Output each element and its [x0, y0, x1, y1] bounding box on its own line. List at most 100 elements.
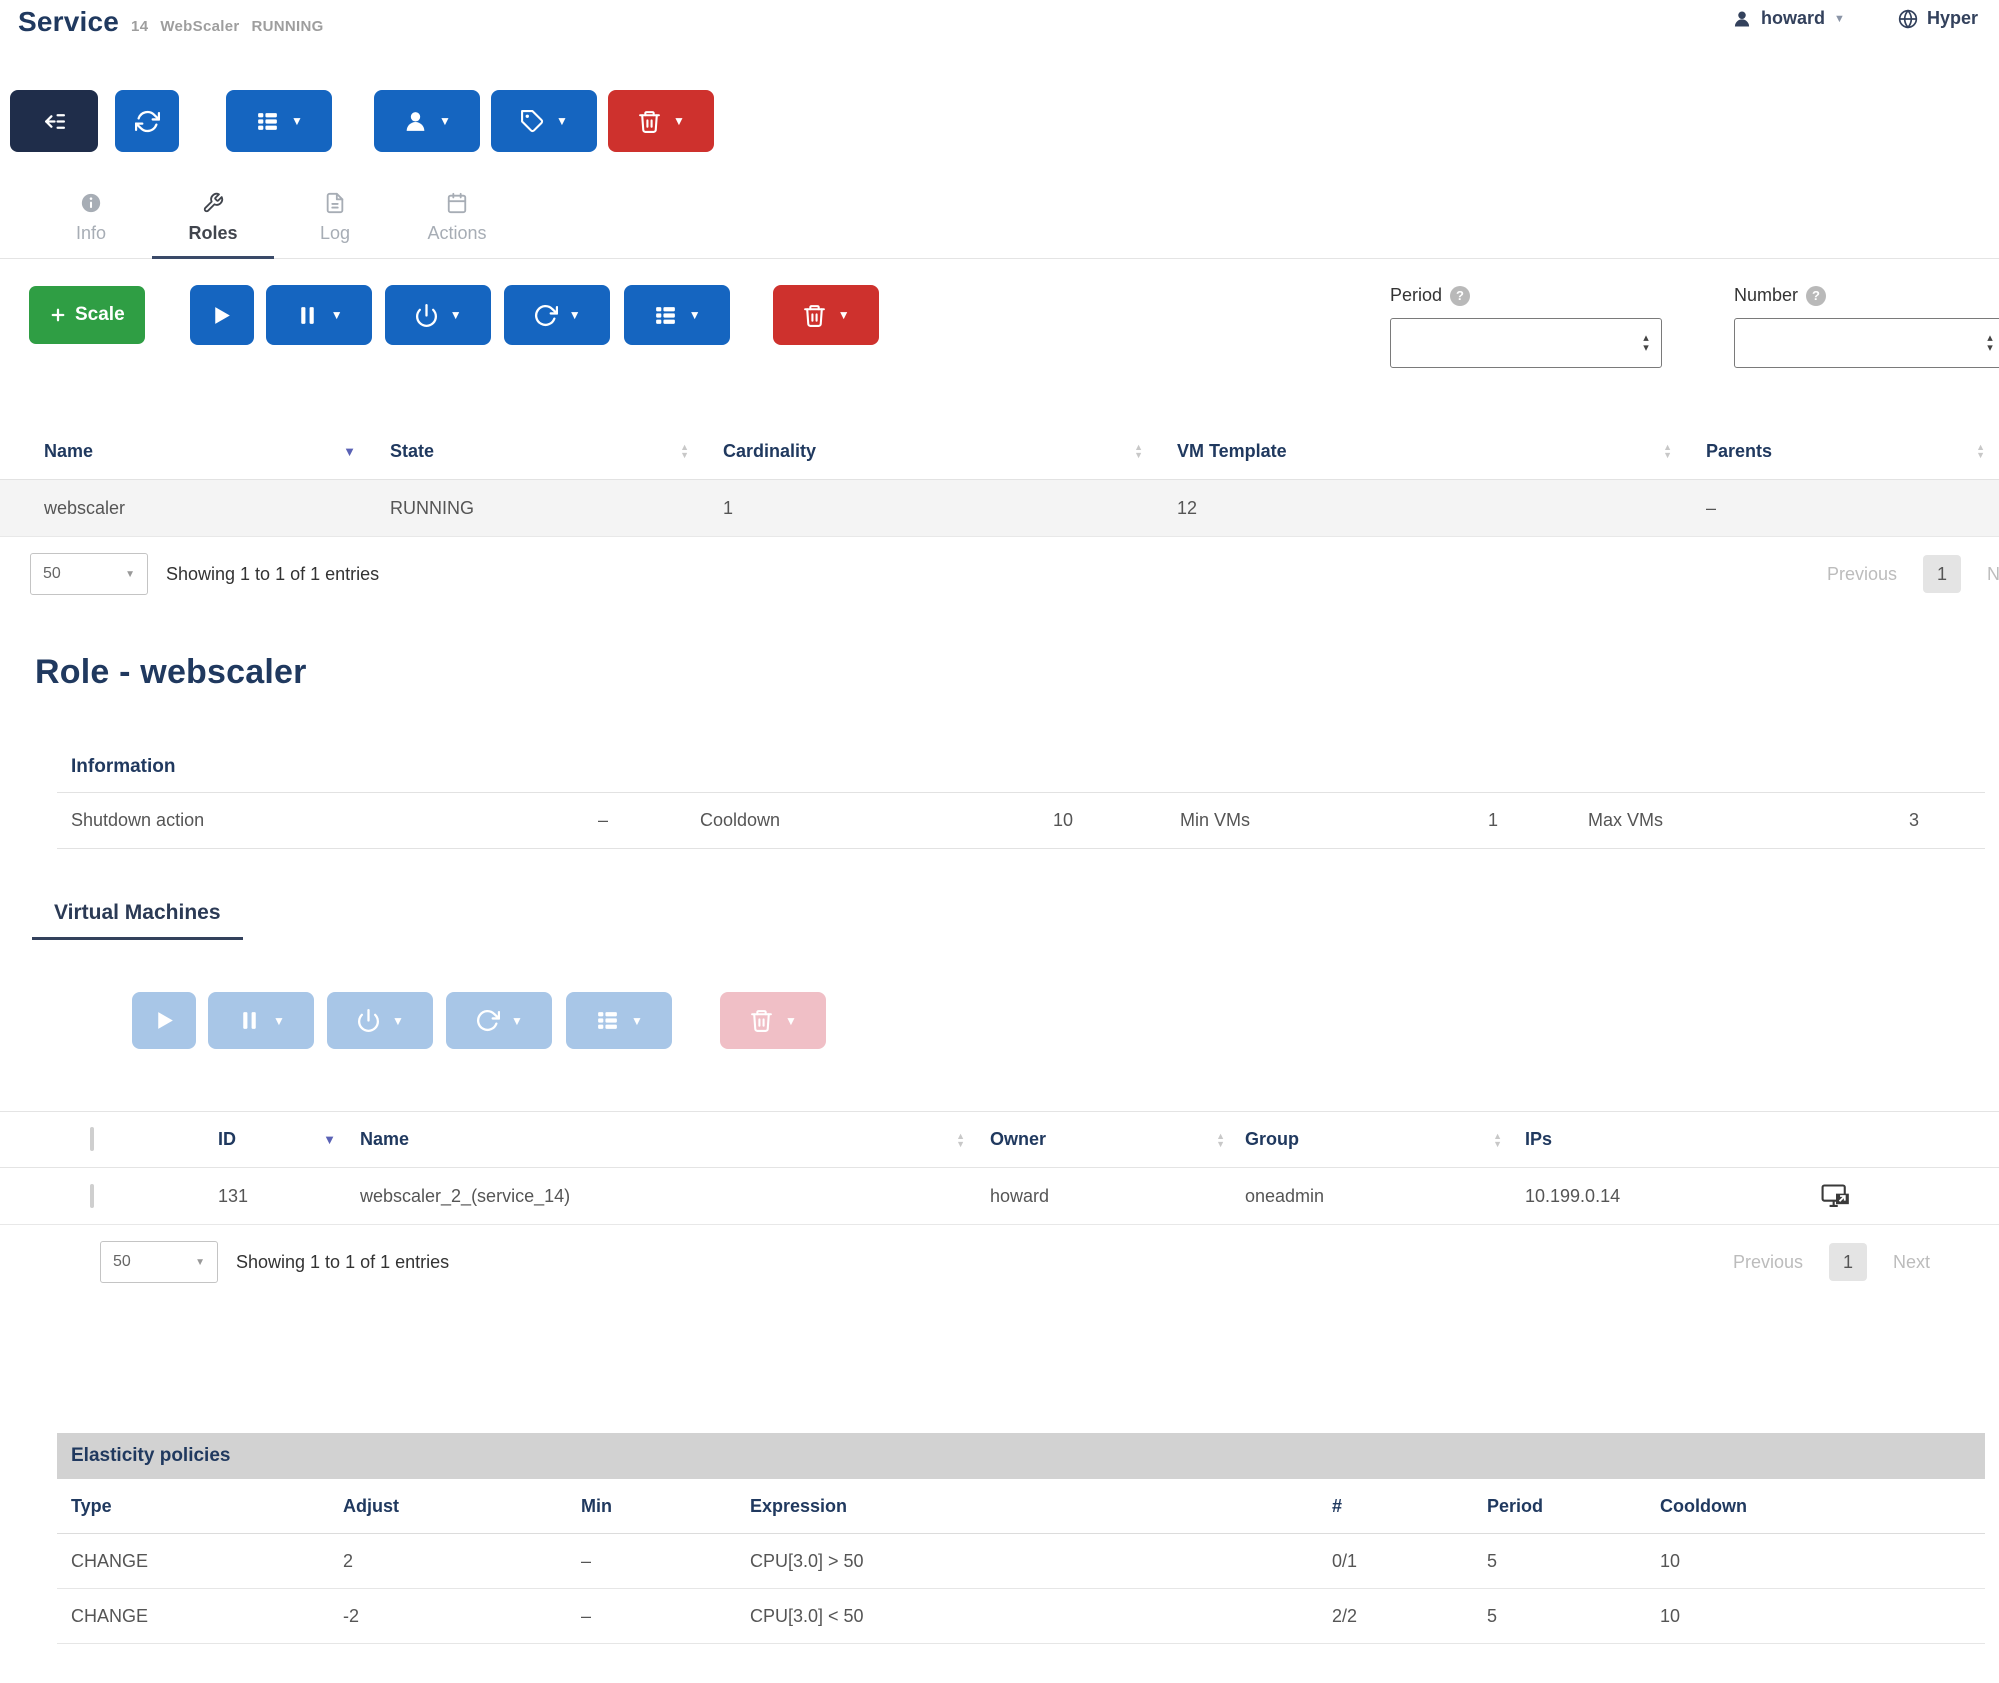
vm-actions-dropdown[interactable]: ▼: [566, 992, 672, 1049]
help-icon[interactable]: ?: [1806, 285, 1827, 306]
vm-suspend-dropdown[interactable]: ▼: [208, 992, 314, 1049]
policy-type-cell: CHANGE: [71, 1605, 149, 1626]
chevron-down-icon: ▼: [291, 114, 303, 128]
role-name-cell: webscaler: [44, 497, 126, 518]
page-size-select[interactable]: 50 ▼: [30, 553, 148, 595]
tab-log[interactable]: Log: [274, 192, 396, 258]
tab-actions[interactable]: Actions: [396, 192, 518, 258]
col-state[interactable]: State ▲ ▼: [390, 441, 723, 462]
col-id-label: ID: [218, 1129, 236, 1149]
current-page-button[interactable]: 1: [1922, 555, 1961, 593]
chevron-down-icon: ▼: [556, 114, 568, 128]
service-title-group: Service 14 WebScaler RUNNING: [18, 6, 1999, 38]
spinner-down-icon[interactable]: ▾: [1987, 341, 1993, 354]
sort-icon[interactable]: ▲ ▼: [1493, 1130, 1502, 1149]
col-group-label: Group: [1245, 1129, 1299, 1149]
col-parents[interactable]: Parents ▲ ▼: [1706, 441, 1999, 462]
labels-dropdown[interactable]: ▼: [491, 90, 597, 152]
vm-play-button[interactable]: [132, 992, 196, 1049]
reboot-dropdown[interactable]: ▼: [503, 285, 610, 345]
cooldown-value: 10: [1053, 810, 1074, 830]
chevron-down-icon: ▼: [673, 114, 685, 128]
sort-desc-icon[interactable]: ▼: [343, 443, 356, 459]
col-vm-template[interactable]: VM Template ▲ ▼: [1177, 441, 1706, 462]
col-id[interactable]: ID ▼: [218, 1129, 360, 1150]
vm-poweroff-dropdown[interactable]: ▼: [327, 992, 433, 1049]
previous-page-button[interactable]: Previous: [1732, 1251, 1803, 1272]
tab-virtual-machines[interactable]: Virtual Machines: [32, 901, 243, 940]
delete-service-dropdown[interactable]: ▼: [608, 90, 714, 152]
table-row[interactable]: 131 webscaler_2_(service_14) howard onea…: [0, 1168, 1999, 1225]
sort-desc-icon[interactable]: ▼: [323, 1132, 336, 1147]
elasticity-policies-title: Elasticity policies: [57, 1433, 1985, 1479]
next-page-button[interactable]: Next: [1892, 1251, 1930, 1272]
vm-terminate-dropdown[interactable]: ▼: [720, 992, 826, 1049]
play-button[interactable]: [189, 285, 254, 345]
plus-icon: [49, 306, 67, 324]
col-name-label: Name: [44, 440, 94, 461]
sort-icon[interactable]: ▲ ▼: [1216, 1130, 1225, 1149]
current-page-button[interactable]: 1: [1828, 1243, 1867, 1281]
col-expression-label: Expression: [750, 1495, 848, 1516]
sort-icon[interactable]: ▲ ▼: [1134, 442, 1143, 460]
ownership-dropdown[interactable]: ▼: [374, 90, 480, 152]
col-owner[interactable]: Owner ▲ ▼: [990, 1129, 1245, 1150]
scale-button[interactable]: Scale: [29, 286, 145, 344]
policy-expression-cell: CPU[3.0] > 50: [750, 1550, 864, 1571]
vm-reboot-dropdown[interactable]: ▼: [446, 992, 552, 1049]
number-field: Number ? ▴ ▾: [1734, 285, 1999, 368]
select-all-checkbox[interactable]: [90, 1127, 94, 1151]
pause-icon: [295, 303, 320, 328]
vm-table: ID ▼ Name ▲ ▼ Owner ▲ ▼ Group ▲ ▼ IPs 131 w…: [0, 1111, 1999, 1225]
vm-group-cell: oneadmin: [1245, 1185, 1325, 1206]
vnc-console-icon[interactable]: [1820, 1182, 1852, 1210]
globe-icon: [1898, 8, 1918, 29]
table-row[interactable]: webscaler RUNNING 1 12 –: [0, 480, 1999, 537]
col-cardinality-label: Cardinality: [723, 440, 817, 461]
number-spinner[interactable]: ▴ ▾: [1979, 331, 1999, 354]
policy-period-cell: 5: [1487, 1550, 1498, 1571]
sort-icon[interactable]: ▲ ▼: [680, 442, 689, 460]
list-grid-icon: [255, 109, 280, 134]
next-page-button[interactable]: Next: [1986, 563, 1999, 584]
help-icon[interactable]: ?: [1450, 285, 1471, 306]
chevron-down-icon: ▼: [449, 308, 462, 322]
service-actions-dropdown[interactable]: ▼: [226, 90, 332, 152]
policy-count-cell: 0/1: [1332, 1550, 1358, 1571]
sort-icon[interactable]: ▲ ▼: [956, 1130, 965, 1149]
number-spinner[interactable]: ▴ ▾: [1635, 331, 1661, 354]
vm-actions-dropdown[interactable]: ▼: [623, 285, 730, 345]
col-group[interactable]: Group ▲ ▼: [1245, 1129, 1525, 1150]
terminate-dropdown[interactable]: ▼: [772, 285, 879, 345]
policy-period-cell: 5: [1487, 1605, 1498, 1626]
back-to-list-button[interactable]: [10, 90, 98, 152]
col-vm-name[interactable]: Name ▲ ▼: [360, 1129, 990, 1150]
col-name[interactable]: Name ▼: [44, 441, 390, 462]
showing-entries-text: Showing 1 to 1 of 1 entries: [236, 1251, 450, 1272]
play-icon: [209, 303, 234, 328]
zone-menu[interactable]: Hyper: [1898, 8, 1978, 29]
user-menu[interactable]: howard ▼: [1732, 8, 1845, 29]
vm-ips-cell: 10.199.0.14: [1525, 1185, 1621, 1206]
refresh-button[interactable]: [115, 90, 179, 152]
suspend-dropdown[interactable]: ▼: [265, 285, 372, 345]
row-checkbox[interactable]: [90, 1183, 94, 1208]
tab-roles[interactable]: Roles: [152, 192, 274, 259]
number-input[interactable]: [1735, 319, 1979, 367]
spinner-up-icon[interactable]: ▴: [1643, 331, 1649, 344]
col-vm-name-label: Name: [360, 1129, 410, 1149]
chevron-down-icon: ▼: [631, 1013, 643, 1028]
tab-info[interactable]: Info: [30, 192, 152, 258]
col-cardinality[interactable]: Cardinality ▲ ▼: [723, 441, 1177, 462]
spinner-up-icon[interactable]: ▴: [1987, 331, 1993, 344]
sort-icon[interactable]: ▲ ▼: [1976, 442, 1985, 460]
tab-label-log: Log: [319, 223, 351, 243]
previous-page-button[interactable]: Previous: [1826, 563, 1897, 584]
sort-icon[interactable]: ▲ ▼: [1663, 442, 1672, 460]
spinner-down-icon[interactable]: ▾: [1643, 341, 1649, 354]
poweroff-dropdown[interactable]: ▼: [384, 285, 491, 345]
page-size-select[interactable]: 50 ▼: [100, 1241, 218, 1283]
file-text-icon: [324, 192, 346, 214]
col-ips-label[interactable]: IPs: [1525, 1129, 1553, 1149]
period-input[interactable]: [1391, 319, 1635, 367]
